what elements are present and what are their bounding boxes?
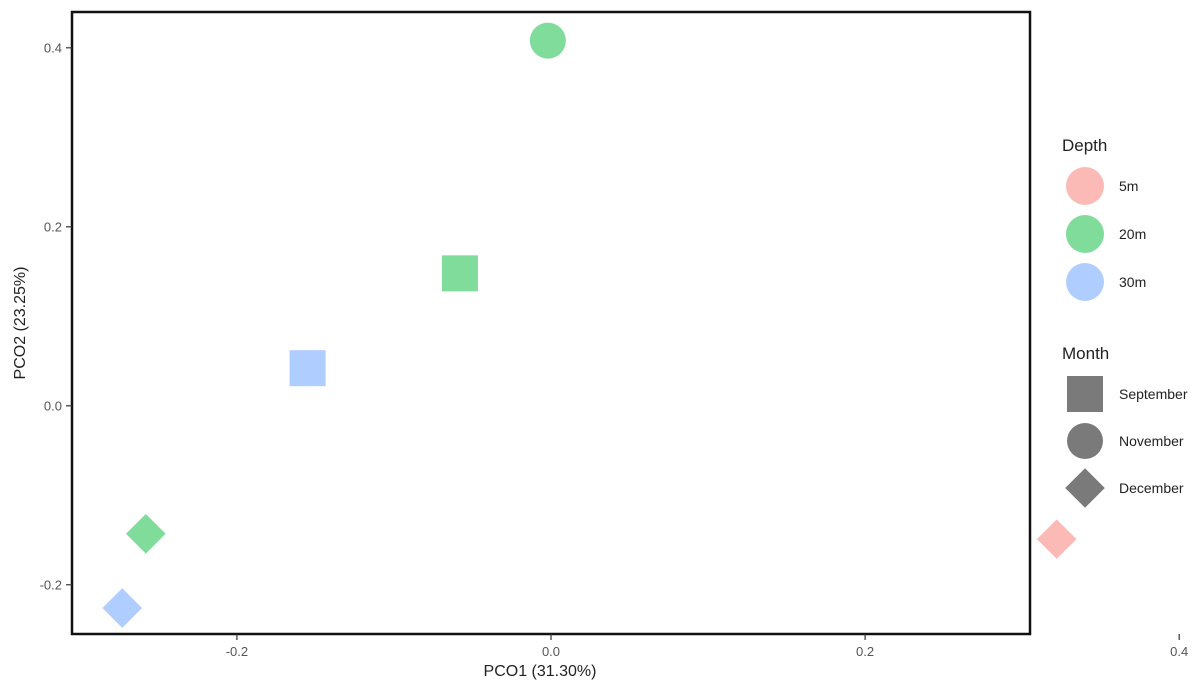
point-20m-november bbox=[529, 22, 566, 59]
y-tick-label: 0.0 bbox=[44, 398, 62, 413]
x-axis-title: PCO1 (31.30%) bbox=[484, 663, 597, 680]
depth-legend: Depth 5m 20m 30m bbox=[1062, 136, 1146, 301]
point-30m-september bbox=[289, 350, 326, 387]
legend-key-20m bbox=[1066, 215, 1104, 253]
x-tick-label: 0.4 bbox=[1170, 644, 1188, 659]
ticks-layer: -0.2 0.0 0.2 0.4 -0.2 0.0 0.2 0.4 bbox=[40, 40, 1189, 659]
month-legend: Month September November December bbox=[1062, 344, 1188, 508]
legend-label-30m: 30m bbox=[1119, 274, 1146, 290]
x-tick-label: -0.2 bbox=[226, 644, 248, 659]
point-30m-december bbox=[102, 588, 143, 628]
point-20m-december bbox=[126, 513, 166, 554]
legend-label-december: December bbox=[1119, 480, 1184, 496]
points-layer bbox=[102, 22, 1077, 628]
x-tick-label: 0.0 bbox=[542, 644, 560, 659]
depth-legend-title: Depth bbox=[1062, 136, 1107, 155]
legend-label-20m: 20m bbox=[1119, 226, 1146, 242]
y-tick-label: 0.4 bbox=[44, 40, 62, 55]
x-tick-label: 0.2 bbox=[856, 644, 874, 659]
legend-label-september: September bbox=[1119, 386, 1188, 402]
point-20m-september bbox=[441, 255, 478, 292]
legend-key-september bbox=[1067, 376, 1103, 412]
plot-frame bbox=[70, 10, 1032, 636]
legend-key-november bbox=[1067, 423, 1103, 459]
y-axis-title: PCO2 (23.25%) bbox=[12, 267, 29, 380]
legend-label-november: November bbox=[1119, 433, 1184, 449]
legend-key-5m bbox=[1066, 167, 1104, 205]
legend-key-30m bbox=[1066, 263, 1104, 301]
legend-label-5m: 5m bbox=[1119, 178, 1138, 194]
y-tick-label: 0.2 bbox=[44, 219, 62, 234]
point-5m-december bbox=[1036, 519, 1077, 559]
legend-key-december bbox=[1065, 468, 1105, 508]
y-tick-label: -0.2 bbox=[40, 577, 62, 592]
month-legend-title: Month bbox=[1062, 344, 1109, 363]
